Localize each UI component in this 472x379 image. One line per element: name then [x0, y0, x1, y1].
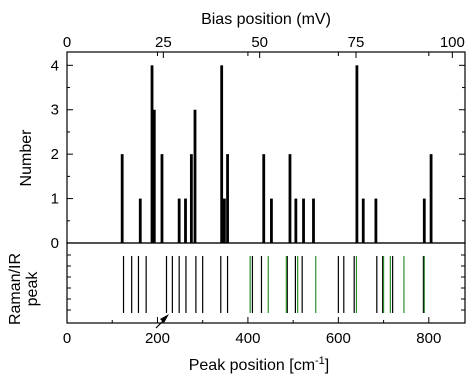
bottom-tick-label: 0 — [63, 330, 71, 347]
histogram-bar — [294, 198, 298, 243]
annotation-arrow — [155, 314, 169, 329]
histogram-bar — [374, 198, 378, 243]
y-tick-label: 2 — [51, 146, 59, 163]
ir-peak-lines — [249, 256, 425, 313]
histogram-bar — [138, 198, 142, 243]
histogram-bar — [184, 198, 187, 243]
top-tick-label: 75 — [348, 34, 365, 51]
histogram-bar — [429, 154, 433, 243]
bottom-axis-ticks: 0 200 400 600 800 — [63, 52, 441, 347]
raman-y-axis-title-line1: Raman/IR — [7, 253, 24, 325]
histogram-bar — [288, 154, 292, 243]
bottom-axis-title: Peak position [cm-1] — [189, 355, 330, 374]
histogram-bar — [262, 154, 266, 243]
y-tick-label: 4 — [51, 57, 59, 74]
histogram-bar — [226, 154, 229, 243]
top-axis-ticks: 0 25 50 75 100 — [63, 34, 465, 58]
histogram-bar — [361, 198, 365, 243]
top-tick-label: 50 — [251, 34, 268, 51]
histogram-y-axis-title: Number — [18, 129, 35, 187]
histogram-bar — [220, 65, 224, 243]
top-tick-label: 100 — [440, 34, 465, 51]
y-tick-label: 3 — [51, 102, 59, 119]
histogram-bar — [312, 198, 315, 243]
histogram-bar — [355, 65, 359, 243]
bottom-tick-label: 200 — [145, 330, 170, 347]
y-tick-label: 0 — [51, 235, 59, 252]
top-tick-label: 25 — [155, 34, 172, 51]
bottom-tick-label: 400 — [235, 330, 260, 347]
bottom-tick-label: 800 — [416, 330, 441, 347]
histogram-bar — [150, 65, 154, 243]
top-tick-label: 0 — [63, 34, 71, 51]
raman-y-axis-title-line2: peak — [24, 271, 41, 307]
bottom-tick-label: 600 — [326, 330, 351, 347]
raman-frame — [66, 242, 466, 324]
histogram-bar — [120, 154, 124, 243]
raman-y-ticks — [67, 254, 465, 311]
top-axis-title: Bias position (mV) — [201, 11, 331, 28]
histogram-bar — [152, 109, 156, 243]
histogram-frame — [66, 51, 466, 244]
histogram-bar — [270, 198, 273, 243]
histogram-bar — [160, 154, 164, 243]
histogram-bar — [177, 198, 181, 243]
histogram-bar — [422, 198, 426, 243]
raman-peak-lines — [122, 256, 424, 313]
histogram-bar — [189, 154, 193, 243]
histogram-bar — [193, 109, 197, 243]
histogram-bar — [222, 198, 226, 243]
y-tick-label: 1 — [51, 191, 59, 208]
histogram-y-ticks: 0 1 2 3 4 — [51, 57, 465, 252]
histogram-bars — [120, 65, 433, 243]
histogram-bar — [302, 198, 305, 243]
